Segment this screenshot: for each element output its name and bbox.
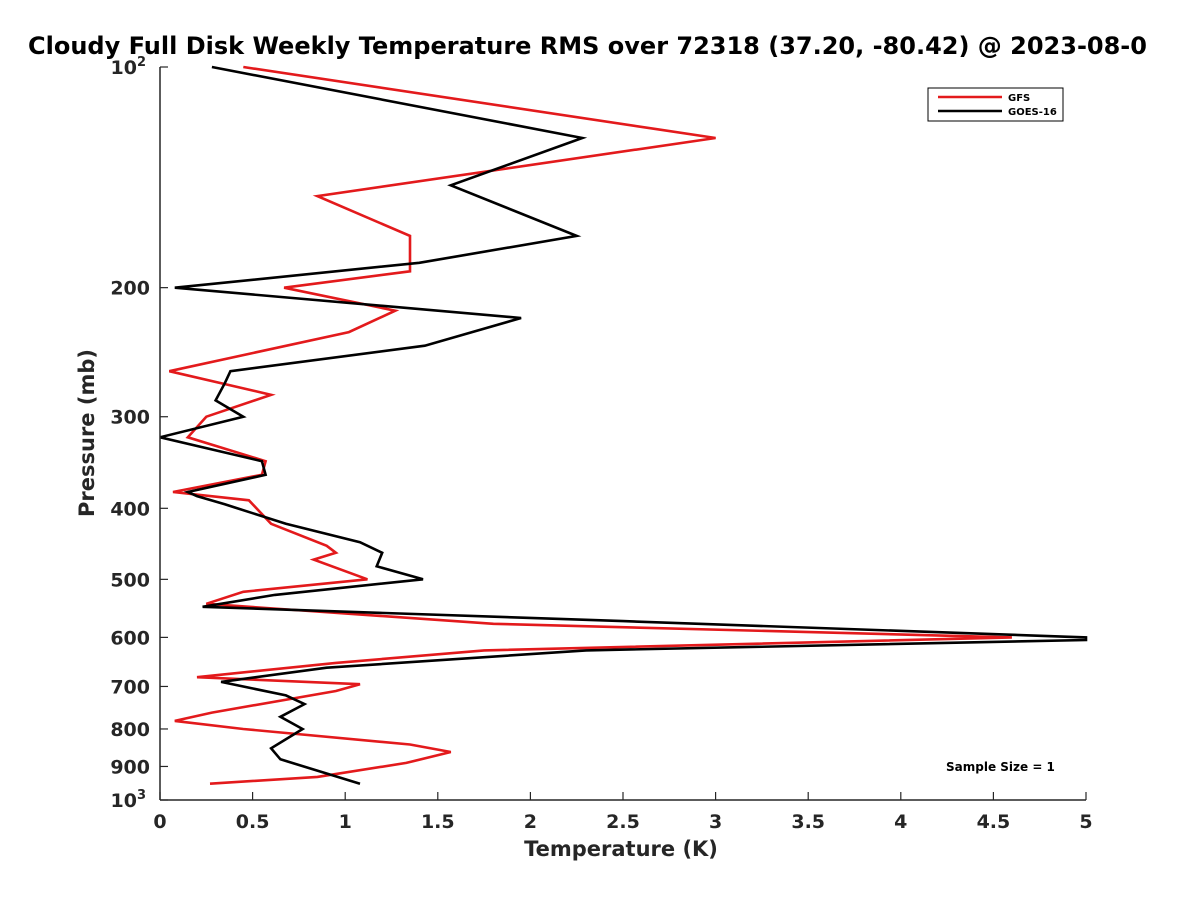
- y-tick-label: 500: [110, 569, 150, 591]
- series-line-gfs: [169, 65, 1012, 785]
- x-tick-label: 0: [153, 811, 166, 833]
- legend-label-goes-16: GOES-16: [1008, 107, 1057, 118]
- x-tick-label: 0.5: [236, 811, 270, 833]
- series-line-goes-16: [160, 65, 1088, 785]
- chart-title: Cloudy Full Disk Weekly Temperature RMS …: [28, 32, 1147, 60]
- x-tick-label: 3: [709, 811, 722, 833]
- y-tick-label: 900: [110, 756, 150, 778]
- x-tick-label: 3.5: [791, 811, 825, 833]
- x-tick-label: 1: [339, 811, 352, 833]
- y-tick-label: 200: [110, 278, 150, 300]
- y-tick-label: 700: [110, 676, 150, 698]
- y-tick-label: 102: [111, 55, 147, 79]
- y-tick-label: 400: [110, 498, 150, 520]
- y-tick-label: 103: [111, 788, 147, 812]
- y-tick-label: 300: [110, 407, 150, 429]
- x-tick-label: 4.5: [977, 811, 1011, 833]
- y-tick-label: 800: [110, 719, 150, 741]
- legend-label-gfs: GFS: [1008, 93, 1030, 104]
- x-tick-label: 2.5: [606, 811, 640, 833]
- x-axis-label: Temperature (K): [524, 837, 718, 861]
- y-tick-label: 600: [110, 627, 150, 649]
- x-tick-label: 5: [1079, 811, 1092, 833]
- legend-box: [927, 87, 1064, 122]
- legend: GFS GOES-16: [927, 87, 1064, 122]
- x-tick-label: 2: [524, 811, 537, 833]
- sample-size-annotation: Sample Size = 1: [946, 760, 1055, 774]
- x-tick-label: 4: [894, 811, 907, 833]
- x-tick-label: 1.5: [421, 811, 455, 833]
- y-axis-label: Pressure (mb): [75, 349, 99, 517]
